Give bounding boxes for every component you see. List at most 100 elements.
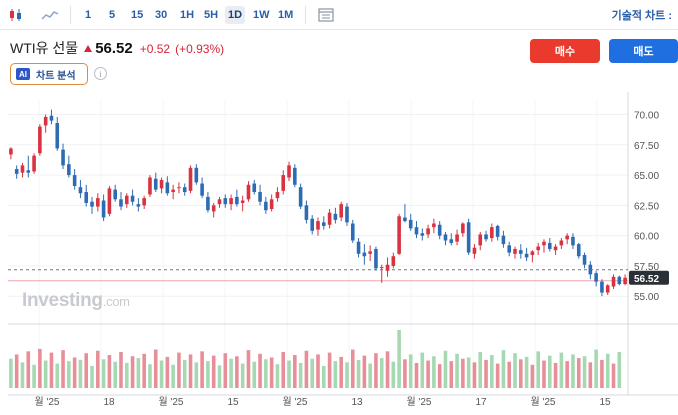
candlestick-chart-icon[interactable] xyxy=(5,5,27,25)
volume-bar xyxy=(246,350,251,388)
timeframe-1d[interactable]: 1D xyxy=(225,6,246,24)
candle-down xyxy=(90,201,94,207)
candle-up xyxy=(217,199,222,205)
candle-down xyxy=(206,196,210,211)
calendar-grid-icon[interactable] xyxy=(315,5,337,25)
candle-up xyxy=(397,216,401,254)
timeframe-15[interactable]: 15 xyxy=(131,9,144,21)
timeframe-5h[interactable]: 5H xyxy=(204,9,219,21)
y-tick-label: 60.00 xyxy=(634,232,659,243)
candle-down xyxy=(194,167,199,183)
candle-down xyxy=(345,206,349,223)
candle-up xyxy=(472,247,477,254)
volume-bar xyxy=(130,356,135,388)
x-tick-label: 월 '25 xyxy=(282,396,307,408)
x-tick-label: 13 xyxy=(351,397,363,408)
volume-bar xyxy=(49,352,54,388)
candle-down xyxy=(600,281,604,293)
volume-bar xyxy=(466,357,471,388)
candle-up xyxy=(287,165,291,178)
technical-chart-link[interactable]: 기술적 차트 : xyxy=(611,10,672,22)
volume-bar xyxy=(171,364,175,388)
chart-toolbar: 1 5 15 30 1H 5H 1D 1W 1M 기술적 차트 : xyxy=(0,0,678,30)
volume-bar xyxy=(90,366,94,388)
candle-down xyxy=(49,115,54,121)
volume-bar xyxy=(513,353,517,388)
volume-bar xyxy=(177,352,181,388)
candle-up xyxy=(385,264,390,271)
candle-up xyxy=(246,184,251,200)
timeframe-1w[interactable]: 1W xyxy=(253,9,270,21)
timeframe-5[interactable]: 5 xyxy=(109,9,116,21)
buy-button[interactable]: 매수 xyxy=(530,39,600,63)
candle-up xyxy=(240,200,245,203)
info-icon[interactable]: i xyxy=(94,67,107,80)
volume-bar xyxy=(72,357,77,388)
volume-bar xyxy=(605,353,610,388)
volume-bar xyxy=(61,350,65,388)
volume-bar xyxy=(165,356,170,388)
candle-down xyxy=(78,187,83,194)
candle-down xyxy=(408,219,413,229)
candle-up xyxy=(43,116,48,126)
candle-down xyxy=(414,227,419,235)
watermark-brand: Investing xyxy=(22,290,103,311)
price-up-arrow-icon xyxy=(84,45,93,52)
candle-up xyxy=(316,221,320,230)
volume-bar xyxy=(206,361,210,388)
candle-down xyxy=(547,242,552,249)
y-tick-label: 55.00 xyxy=(634,292,659,303)
volume-bar xyxy=(455,353,459,388)
candle-down xyxy=(113,189,117,200)
candle-down xyxy=(14,169,19,174)
candle-down xyxy=(84,192,89,203)
candle-down xyxy=(524,253,529,258)
timeframe-1m[interactable]: 1M xyxy=(278,9,294,21)
candle-up xyxy=(611,276,616,287)
candle-up xyxy=(565,235,569,240)
volume-bar xyxy=(611,363,616,388)
volume-bar xyxy=(524,356,529,388)
candle-up xyxy=(605,285,610,293)
candle-up xyxy=(142,198,146,206)
sell-button[interactable]: 매도 xyxy=(609,39,678,63)
price-chart[interactable]: 70.00 67.50 65.00 62.50 60.00 57.50 55.00 56.52… xyxy=(0,92,678,415)
volume-bar xyxy=(229,358,233,388)
candle-down xyxy=(507,245,512,253)
timeframe-1h[interactable]: 1H xyxy=(180,9,195,21)
candle-down xyxy=(235,196,239,205)
candle-down xyxy=(252,183,257,193)
volume-bar xyxy=(304,350,309,388)
volume-bar xyxy=(600,359,604,388)
volume-bar xyxy=(316,354,320,388)
price-change-percent: (+0.93%) xyxy=(175,42,225,56)
candle-up xyxy=(159,179,164,189)
volume-bar xyxy=(194,362,199,388)
y-tick-label: 57.50 xyxy=(634,262,659,273)
volume-bar xyxy=(20,362,25,388)
volume-bar xyxy=(495,363,500,388)
volume-bar xyxy=(339,356,343,388)
candle-down xyxy=(420,233,425,236)
volume-bar xyxy=(350,349,355,388)
volume-bar xyxy=(252,361,257,388)
volume-bar xyxy=(490,355,494,388)
candle-down xyxy=(484,234,488,240)
x-tick-label: 월 '25 xyxy=(34,396,59,408)
candle-down xyxy=(72,175,77,186)
timeframe-1[interactable]: 1 xyxy=(85,9,92,21)
volume-bar xyxy=(519,359,523,388)
candle-up xyxy=(391,256,396,266)
area-chart-icon[interactable] xyxy=(39,5,61,25)
ai-chart-analysis-button[interactable]: AI 차트 분석 xyxy=(10,63,88,85)
candle-down xyxy=(321,222,326,226)
volume-bar xyxy=(449,361,454,388)
timeframe-30[interactable]: 30 xyxy=(155,9,168,21)
volume-bar xyxy=(379,358,384,388)
candle-down xyxy=(200,183,204,196)
candle-down xyxy=(501,235,506,245)
volume-bar xyxy=(594,349,598,388)
volume-bar xyxy=(588,362,593,388)
candle-down xyxy=(466,222,471,253)
volume-bar xyxy=(287,360,291,388)
